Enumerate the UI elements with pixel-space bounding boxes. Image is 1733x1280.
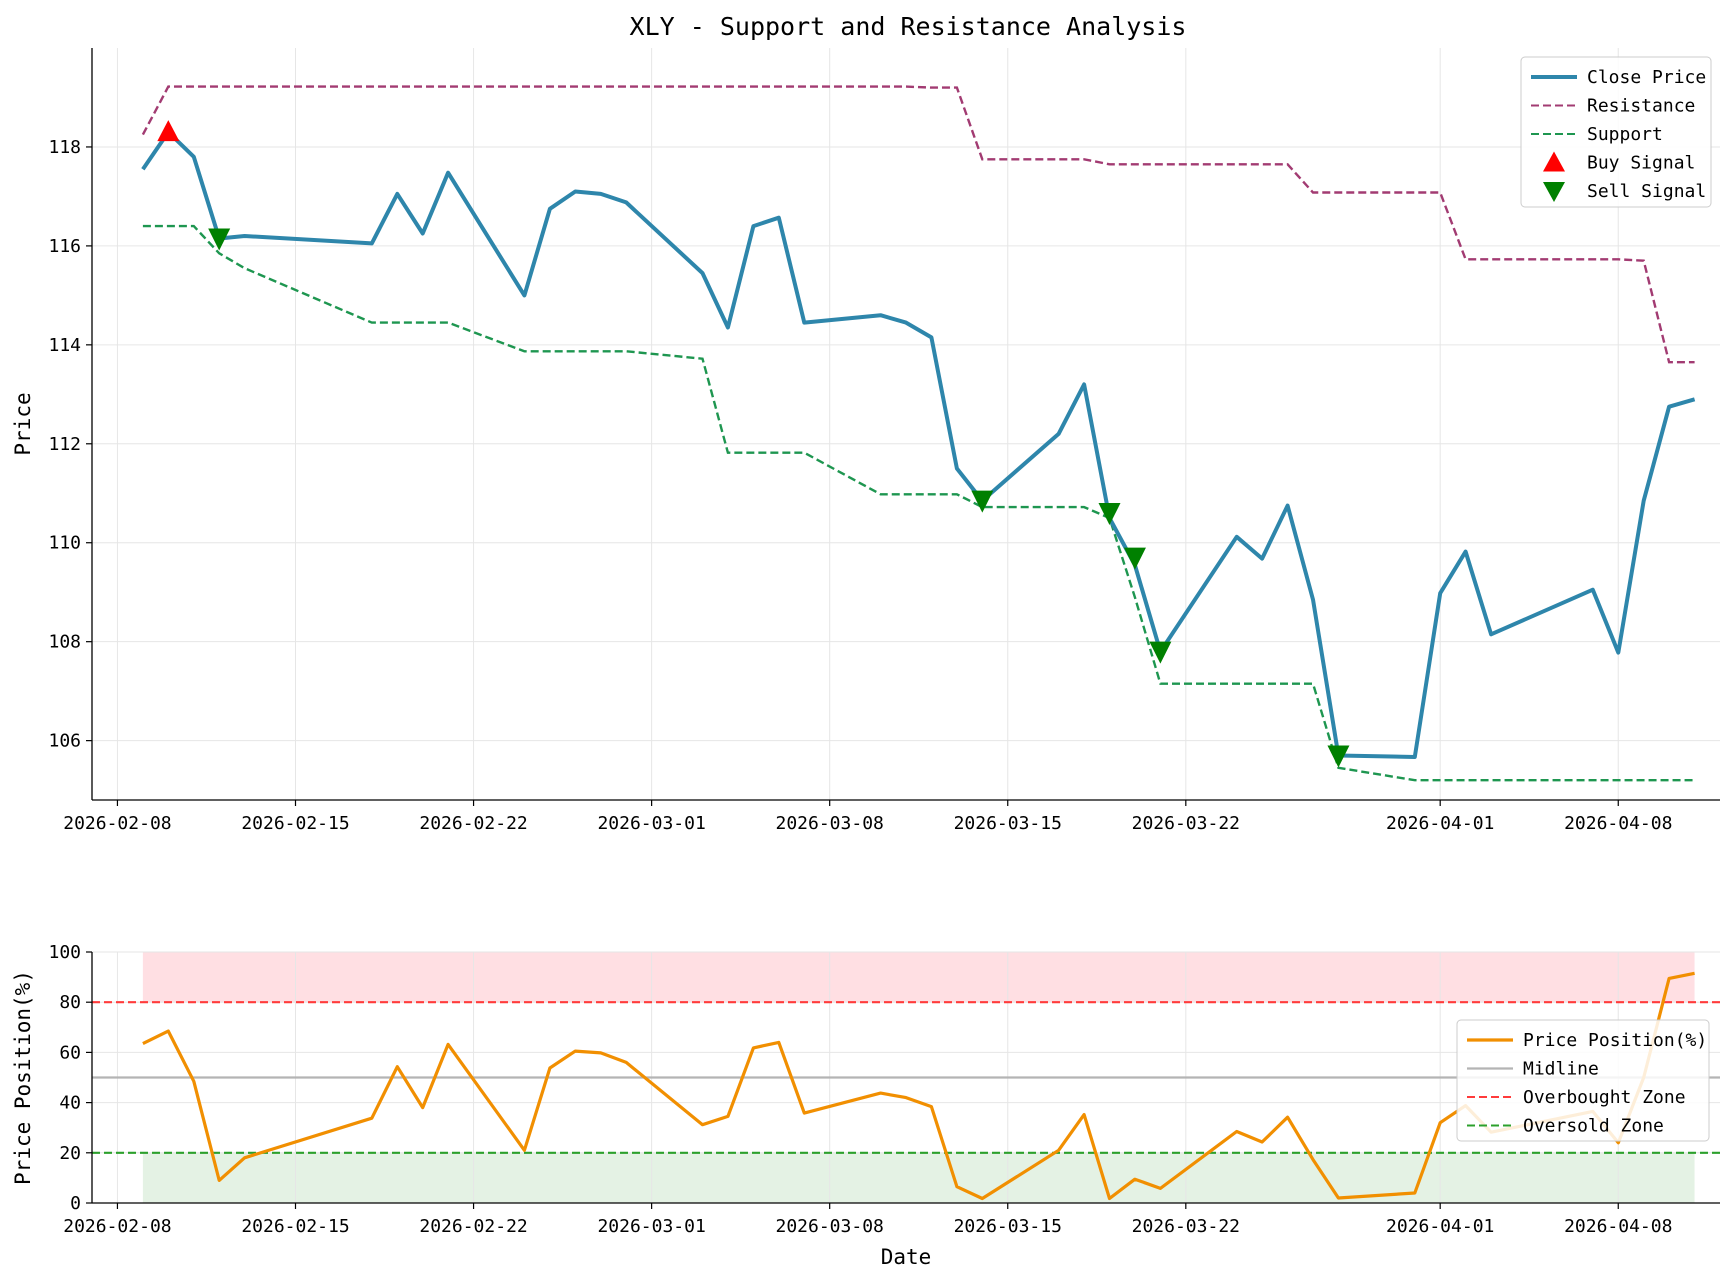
x-tick-label: 2026-02-15	[241, 1216, 349, 1237]
y-tick-label: 110	[48, 533, 81, 554]
y-tick-label: 80	[59, 992, 81, 1013]
x-tick-label: 2026-02-08	[63, 813, 171, 834]
x-tick-label: 2026-03-01	[597, 813, 705, 834]
sell-signal-marker	[1123, 547, 1146, 570]
close-price-line	[141, 130, 1696, 759]
grid	[92, 48, 1720, 800]
legend-label: Midline	[1523, 1059, 1599, 1080]
overbought-zone-fill	[142, 952, 1695, 1003]
x-tick-label: 2026-02-22	[419, 1216, 527, 1237]
legend-entry: Resistance	[1531, 96, 1695, 117]
legend-entry: Price Position(%)	[1467, 1030, 1707, 1051]
price-chart: 2026-02-08 2026-02-15 2026-02-22 2026-03-01…	[11, 48, 1720, 834]
legend-label: Overbought Zone	[1523, 1087, 1686, 1108]
sell-signal-marker	[971, 490, 994, 513]
x-tick-label: 2026-03-22	[1132, 1216, 1240, 1237]
x-tick-label: 2026-02-15	[241, 813, 349, 834]
legend-label: Price Position(%)	[1523, 1030, 1707, 1051]
legend-box	[1520, 56, 1712, 208]
legend-label: Support	[1587, 124, 1663, 145]
y-tick-label: 114	[48, 335, 81, 356]
legend-entry: Close Price	[1531, 67, 1706, 88]
y-axis-title: Price Position(%)	[11, 970, 35, 1185]
legend-box	[1456, 1019, 1710, 1142]
legend-label: Buy Signal	[1587, 153, 1695, 174]
legend-swatch	[1543, 151, 1565, 172]
legend-entry: Midline	[1467, 1059, 1599, 1080]
legend-entry: Overbought Zone	[1467, 1087, 1686, 1108]
x-tick-label: 2026-02-08	[63, 1216, 171, 1237]
x-tick-label: 2026-04-01	[1386, 1216, 1494, 1237]
signal-markers	[157, 120, 1350, 768]
legend-entry: Sell Signal	[1543, 181, 1706, 202]
legend-entry: Oversold Zone	[1467, 1116, 1664, 1137]
oversold-zone-fill	[142, 1152, 1695, 1203]
x-tick-label: 2026-03-08	[776, 1216, 884, 1237]
sell-signal-marker	[208, 228, 231, 251]
x-tick-label: 2026-04-08	[1564, 1216, 1672, 1237]
sell-signal-marker	[1327, 745, 1350, 768]
x-tick-label: 2026-03-15	[954, 813, 1062, 834]
y-axis-title: Price	[11, 392, 35, 455]
x-tick-label: 2026-03-15	[954, 1216, 1062, 1237]
x-axis-title: Date	[881, 1245, 932, 1269]
legend-label: Close Price	[1587, 67, 1706, 88]
y-tick-label: 20	[59, 1143, 81, 1164]
legend-entry: Support	[1531, 124, 1663, 145]
legend: Close Price Resistance Support Buy Signal Se…	[1520, 56, 1712, 208]
price-position-chart: 2026-02-08 2026-02-15 2026-02-22 2026-03-01…	[11, 942, 1720, 1269]
legend-label: Oversold Zone	[1523, 1116, 1664, 1137]
legend-label: Resistance	[1587, 96, 1695, 117]
support-line	[142, 224, 1695, 782]
y-tick-label: 112	[48, 434, 81, 455]
x-tick-label: 2026-03-01	[597, 1216, 705, 1237]
resistance-line	[141, 85, 1695, 364]
y-tick-label: 100	[48, 942, 81, 963]
y-tick-label: 60	[59, 1042, 81, 1063]
sell-signal-marker	[1149, 641, 1172, 664]
x-tick-label: 2026-04-08	[1564, 813, 1672, 834]
y-tick-label: 106	[48, 731, 81, 752]
y-tick-label: 0	[70, 1193, 81, 1214]
legend-entry: Buy Signal	[1543, 151, 1695, 174]
x-tick-label: 2026-03-22	[1132, 813, 1240, 834]
y-tick-label: 108	[48, 632, 81, 653]
legend-label: Sell Signal	[1587, 181, 1706, 202]
y-tick-label: 118	[48, 137, 81, 158]
chart-title: XLY - Support and Resistance Analysis	[630, 12, 1187, 41]
buy-signal-marker	[157, 120, 180, 142]
x-tick-label: 2026-02-22	[419, 813, 527, 834]
legend-swatch	[1543, 182, 1565, 202]
y-tick-label: 40	[59, 1093, 81, 1114]
price-position-line	[142, 971, 1695, 1201]
legend: Price Position(%) Midline Overbought Zone O…	[1456, 1019, 1710, 1142]
y-tick-label: 116	[48, 236, 81, 257]
x-tick-label: 2026-03-08	[776, 813, 884, 834]
x-tick-label: 2026-04-01	[1386, 813, 1494, 834]
sell-signal-marker	[1098, 503, 1121, 526]
